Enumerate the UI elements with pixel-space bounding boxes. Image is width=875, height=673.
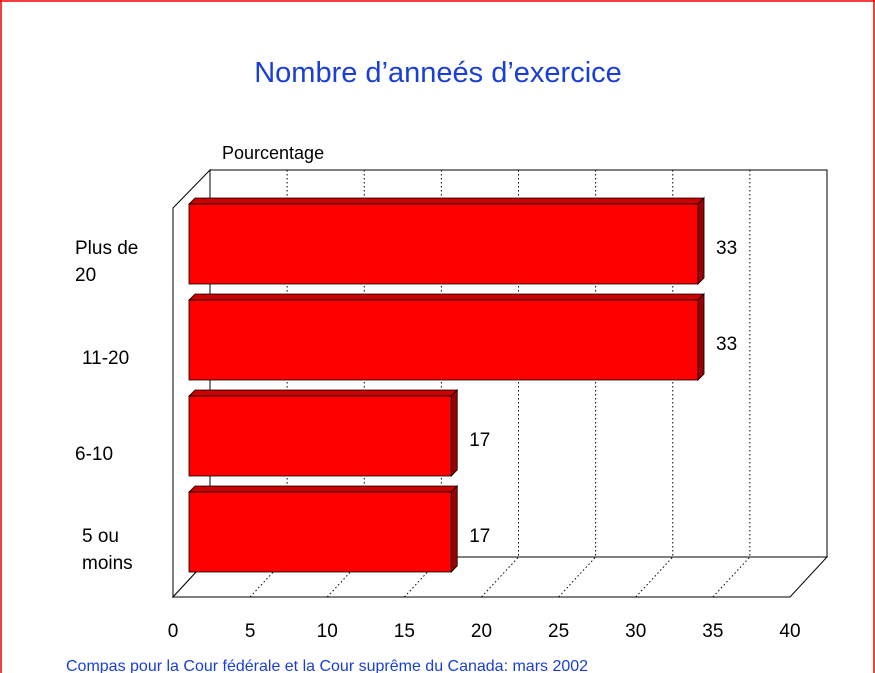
x-tick-label: 10 [317,621,338,642]
grid-line [712,556,751,598]
bar-top [188,197,705,205]
bar-top [188,389,459,397]
bar [188,203,699,285]
value-label: 33 [716,238,737,259]
bar-side [697,197,705,285]
value-label: 33 [716,334,737,355]
x-tick-label: 15 [394,621,415,642]
y-tick-label: 11-20 [82,347,130,369]
bar [188,491,452,573]
grid-line [481,556,519,598]
bar-side [450,485,458,573]
chart-title: Nombre d’anneés d’exercice [254,57,622,89]
x-tick-label: 20 [471,621,492,642]
grid-line [558,556,596,598]
bar-side [450,389,458,477]
x-tick-label: 25 [548,621,569,642]
x-tick-label: 0 [168,621,179,642]
x-tick-label: 30 [625,621,646,642]
x-tick-label: 40 [779,621,800,642]
value-label: 17 [469,430,490,451]
bar-top [188,293,705,301]
grid-line [635,556,674,598]
x-tick-label: 5 [245,621,256,642]
y-tick-label: 6-10 [75,443,114,465]
x-tick-label: 35 [702,621,723,642]
source: Compas pour la Cour fédérale et la Cour … [66,658,588,673]
y-tick-label: 5 ou moins [82,526,133,574]
value-label: 17 [469,526,490,547]
bar-side [697,293,705,381]
bar [188,299,699,381]
bar [188,395,452,477]
axis-label: Pourcentage [222,143,324,163]
bar-top [188,485,459,493]
y-tick-label: Plus de 20 [75,238,139,286]
